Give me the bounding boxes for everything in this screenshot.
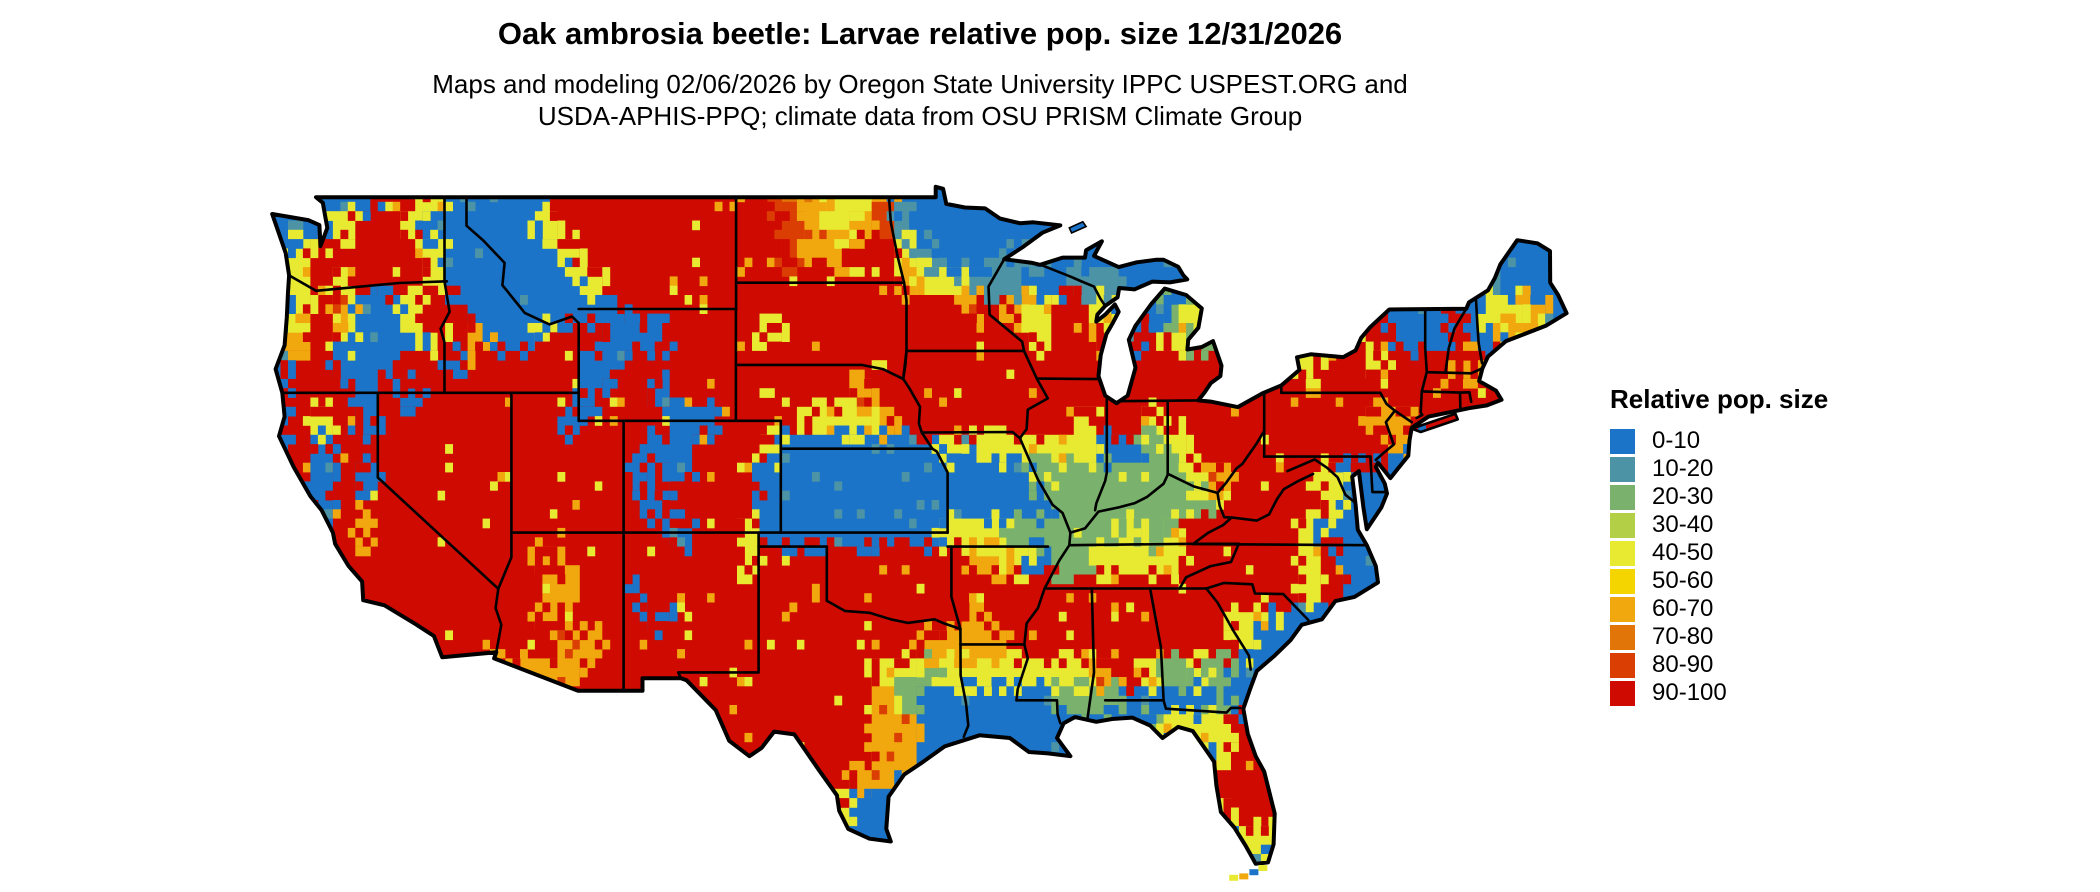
florida-keys-dot [1239, 873, 1249, 880]
state-border [497, 391, 513, 591]
state-border [1035, 377, 1102, 381]
state-border [1041, 264, 1107, 308]
legend-row: 70-80 [1610, 623, 1840, 651]
state-border [1068, 542, 1195, 547]
state-border [287, 274, 449, 293]
state-border [1280, 384, 1397, 412]
legend-label: 70-80 [1652, 623, 1714, 650]
legend-label: 10-20 [1652, 455, 1714, 482]
legend-row: 60-70 [1610, 595, 1840, 623]
legend-swatch [1610, 512, 1635, 538]
map-legend: Relative pop. size 0-10 10-20 20-30 30-40 40… [1610, 384, 1840, 707]
legend-label: 40-50 [1652, 539, 1714, 566]
legend-label: 30-40 [1652, 511, 1714, 538]
legend-row: 30-40 [1610, 511, 1840, 539]
state-border [1230, 472, 1315, 522]
subtitle-line-1: Maps and modeling 02/06/2026 by Oregon S… [432, 68, 1408, 99]
legend-row: 50-60 [1610, 567, 1840, 595]
legend-label: 0-10 [1652, 427, 1701, 454]
page-subtitle: Maps and modeling 02/06/2026 by Oregon S… [270, 68, 1570, 133]
florida-keys-dot [1258, 865, 1268, 871]
legend-rows: 0-10 10-20 20-30 30-40 40-50 50-60 60-70 70-80 8… [1610, 427, 1840, 707]
state-border [1286, 458, 1360, 506]
map-header: Oak ambrosia beetle: Larvae relative pop… [270, 16, 1570, 133]
state-border [1369, 455, 1389, 494]
state-border [1216, 491, 1233, 519]
isle-royale [1068, 220, 1088, 235]
legend-swatch [1610, 540, 1635, 566]
legend-label: 90-100 [1652, 679, 1727, 706]
legend-row: 80-90 [1610, 651, 1840, 679]
state-border [920, 430, 1022, 440]
state-border [987, 257, 1072, 702]
legend-label: 80-90 [1652, 651, 1714, 678]
us-coastline [270, 184, 1569, 866]
state-border [439, 280, 451, 395]
state-border [1093, 398, 1109, 512]
us-risk-map [270, 168, 1570, 882]
state-border [950, 545, 962, 631]
state-border [1374, 409, 1397, 462]
page-title: Oak ambrosia beetle: Larvae relative pop… [497, 16, 1343, 51]
legend-swatch [1610, 456, 1635, 482]
state-border [1425, 367, 1484, 375]
legend-swatch [1610, 596, 1635, 622]
state-borders-layer [281, 195, 1484, 738]
state-border [1086, 587, 1096, 722]
state-border [1468, 391, 1473, 404]
state-border [1148, 587, 1165, 702]
state-border [465, 195, 580, 326]
legend-row: 40-50 [1610, 539, 1840, 567]
state-border [959, 627, 970, 738]
state-border [1015, 699, 1062, 725]
legend-label: 60-70 [1652, 595, 1714, 622]
state-border [1191, 542, 1370, 547]
state-border [931, 447, 949, 534]
state-border [1444, 307, 1468, 374]
florida-keys-dot [1249, 869, 1259, 876]
state-border [676, 545, 760, 680]
legend-swatch [1610, 680, 1635, 706]
state-border [1205, 581, 1310, 622]
legend-swatch [1610, 624, 1635, 650]
legend-row: 0-10 [1610, 427, 1840, 455]
state-border [1112, 399, 1200, 403]
state-border [1069, 429, 1266, 534]
legend-swatch [1610, 484, 1635, 510]
subtitle-line-2: USDA-APHIS-PPQ; climate data from OSU PR… [537, 101, 1303, 132]
legend-label: 20-30 [1652, 483, 1714, 510]
state-border [825, 599, 962, 631]
legend-swatch [1610, 652, 1635, 678]
state-border [887, 195, 908, 353]
legend-swatch [1610, 428, 1635, 454]
state-border [1420, 390, 1471, 394]
legend-row: 20-30 [1610, 483, 1840, 511]
state-border [1191, 516, 1233, 546]
state-border [1393, 409, 1413, 424]
legend-row: 10-20 [1610, 455, 1840, 483]
us-map-svg [270, 184, 1569, 881]
state-border [1103, 699, 1242, 714]
state-border [1474, 299, 1484, 365]
legend-label: 50-60 [1652, 567, 1714, 594]
florida-keys-dot [1229, 874, 1239, 881]
long-island-outline [1410, 412, 1459, 434]
legend-row: 90-100 [1610, 679, 1840, 707]
state-border [376, 391, 503, 654]
legend-title: Relative pop. size [1610, 384, 1829, 414]
state-border [1205, 587, 1252, 671]
legend-swatch [1610, 568, 1635, 594]
